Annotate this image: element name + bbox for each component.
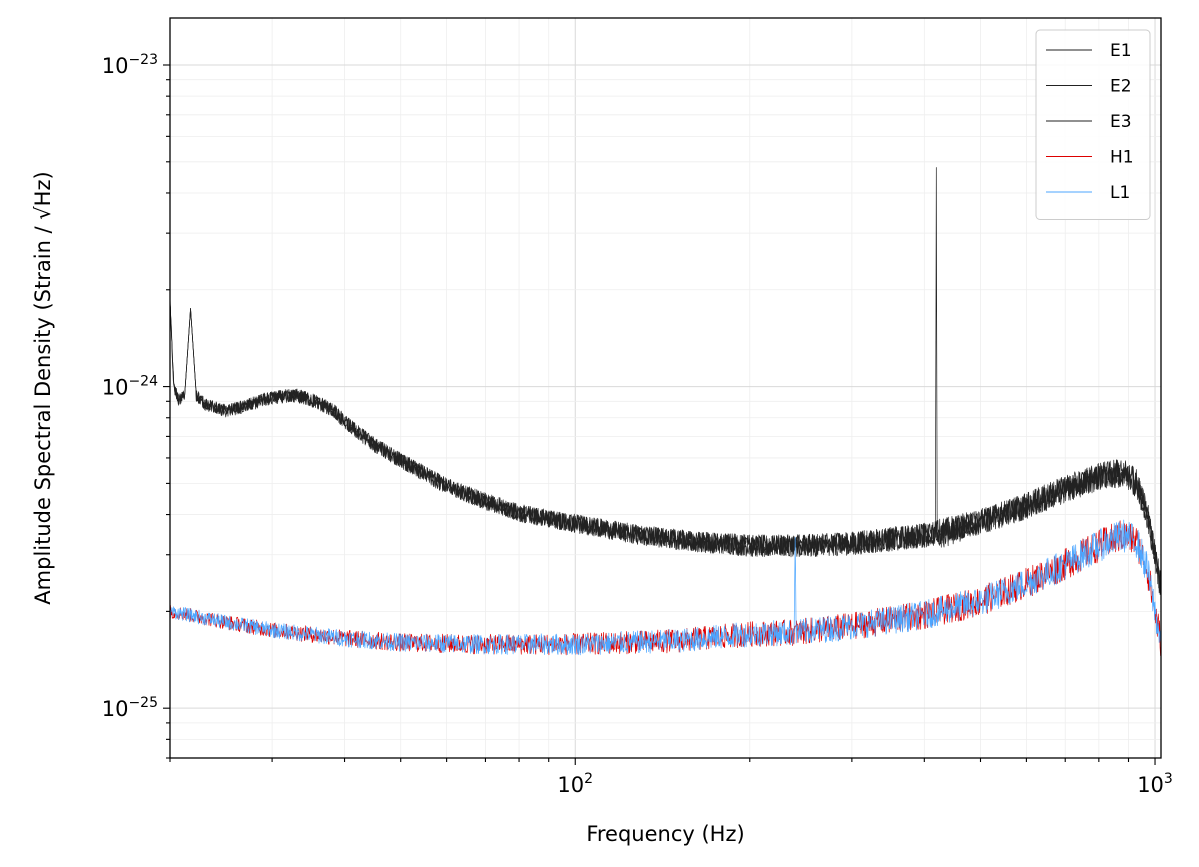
legend-box xyxy=(1035,29,1151,220)
tick-marks xyxy=(163,64,1156,765)
y-tick-label: 10−24 xyxy=(102,374,158,400)
legend-label-e1: E1 xyxy=(1110,41,1132,61)
series-line-e3 xyxy=(169,167,1162,595)
x-tick-label: 102 xyxy=(557,771,593,797)
y-tick-label: 10−23 xyxy=(102,52,158,78)
grid-lines xyxy=(169,18,1161,759)
x-axis-label: Frequency (Hz) xyxy=(586,822,744,846)
tick-labels: 102 103 10−23 10−24 10−25 xyxy=(102,52,1173,797)
series-line-l1 xyxy=(169,519,1162,656)
legend-label-h1: H1 xyxy=(1110,148,1134,168)
x-tick-label: 103 xyxy=(1137,771,1173,797)
y-axis-label: Amplitude Spectral Density (Strain / √Hz… xyxy=(31,171,55,604)
legend: E1 E2 E3 H1 L1 xyxy=(1035,29,1151,220)
legend-label-e2: E2 xyxy=(1110,77,1132,97)
legend-label-e3: E3 xyxy=(1110,112,1132,132)
legend-label-l1: L1 xyxy=(1110,183,1130,203)
series-layer xyxy=(169,167,1162,656)
plot-frame xyxy=(169,17,1162,759)
y-tick-label: 10−25 xyxy=(102,695,158,721)
